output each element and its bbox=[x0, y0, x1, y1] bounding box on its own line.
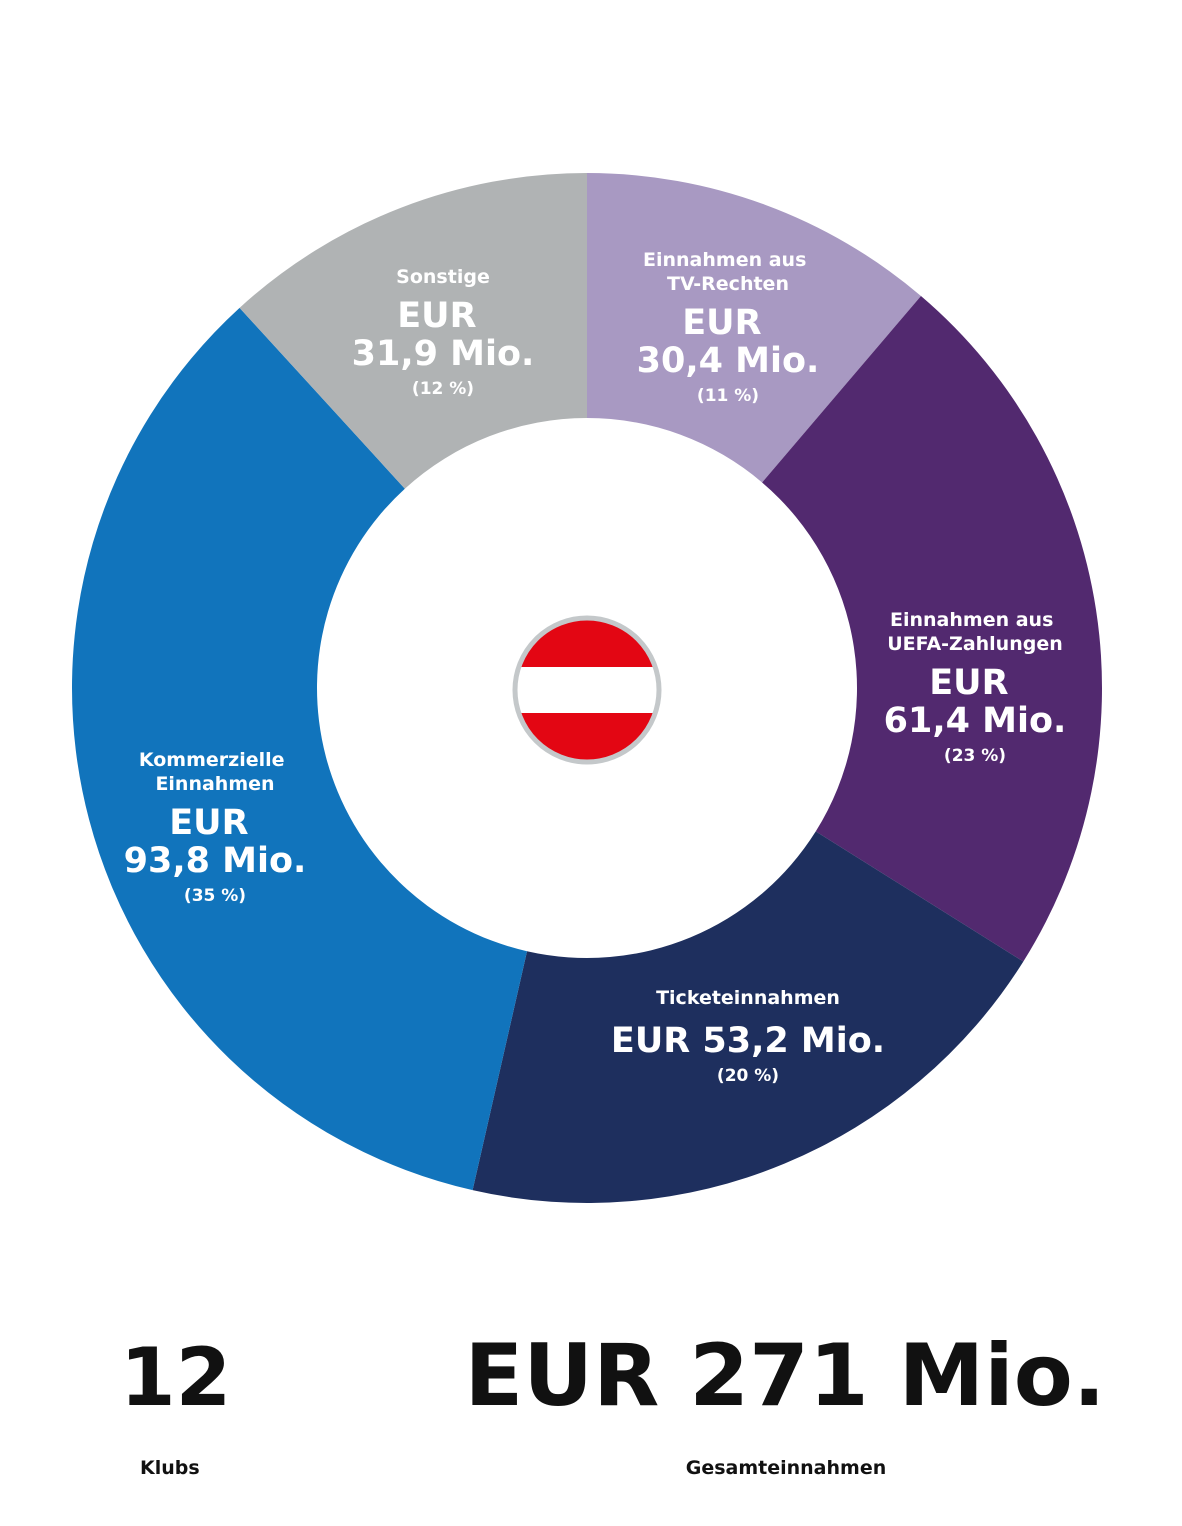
value-label: EUR 93,8 Mio. bbox=[124, 803, 307, 881]
donut-segment bbox=[72, 307, 528, 1191]
flag-red bbox=[517, 620, 657, 667]
donut-segment bbox=[239, 173, 587, 489]
flag-red bbox=[517, 713, 657, 760]
value-label: EUR 31,9 Mio. bbox=[352, 296, 535, 374]
segment-name: Einnahmen aus TV-Rechten bbox=[643, 249, 813, 295]
value-label: EUR 30,4 Mio. bbox=[637, 303, 820, 381]
value-label: EUR 61,4 Mio. bbox=[884, 663, 1067, 741]
donut-segment bbox=[472, 831, 1024, 1203]
total-revenue: EUR 271 Mio. bbox=[464, 1326, 1105, 1426]
value-label: EUR 53,2 Mio. bbox=[611, 1021, 885, 1061]
flag-border bbox=[512, 615, 662, 765]
segment-name: Sonstige bbox=[396, 266, 490, 288]
segment-name: Kommerzielle Einnahmen bbox=[139, 749, 291, 795]
percentage-label: (11 %) bbox=[697, 386, 759, 406]
percentage-label: (12 %) bbox=[412, 379, 474, 399]
donut-segment bbox=[762, 295, 1102, 962]
segment-name: Einnahmen aus UEFA-Zahlungen bbox=[887, 609, 1063, 655]
donut-segment bbox=[587, 173, 921, 483]
flag-white bbox=[517, 667, 657, 713]
flag bbox=[517, 620, 657, 760]
percentage-label: (20 %) bbox=[717, 1066, 779, 1086]
percentage-label: (23 %) bbox=[944, 746, 1006, 766]
clubs-label: Klubs bbox=[140, 1457, 200, 1479]
clubs-count: 12 bbox=[120, 1331, 231, 1424]
total-label: Gesamteinnahmen bbox=[686, 1457, 887, 1479]
segment-name: Ticketeinnahmen bbox=[656, 987, 840, 1009]
percentage-label: (35 %) bbox=[184, 886, 246, 906]
